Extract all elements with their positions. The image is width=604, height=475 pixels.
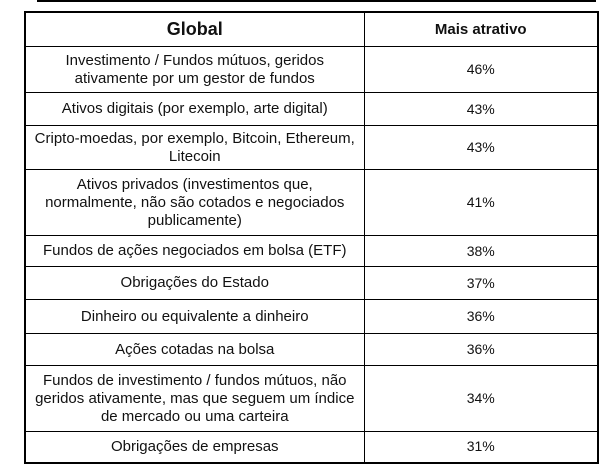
asset-class-label: Investimento / Fundos mútuos, geridos at… — [24, 46, 365, 93]
table-header-row: Global Mais atrativo — [24, 11, 599, 47]
asset-class-label: Ações cotadas na bolsa — [24, 333, 365, 366]
table-row: Obrigações de empresas 31% — [24, 431, 599, 463]
asset-class-label: Fundos de investimento / fundos mútuos, … — [24, 365, 365, 432]
asset-class-label: Fundos de ações negociados em bolsa (ETF… — [24, 235, 365, 267]
attractiveness-value: 38% — [363, 235, 599, 267]
table-row: Dinheiro ou equivalente a dinheiro 36% — [24, 299, 599, 334]
attractiveness-value: 43% — [363, 92, 599, 126]
asset-class-label: Obrigações de empresas — [24, 431, 365, 463]
asset-class-label: Cripto-moedas, por exemplo, Bitcoin, Eth… — [24, 125, 365, 170]
table-row: Ações cotadas na bolsa 36% — [24, 333, 599, 366]
asset-class-label: Ativos digitais (por exemplo, arte digit… — [24, 92, 365, 126]
asset-class-label: Ativos privados (investimentos que, norm… — [24, 169, 365, 236]
attractiveness-value: 36% — [363, 333, 599, 366]
table-row: Fundos de investimento / fundos mútuos, … — [24, 365, 599, 432]
asset-class-label: Dinheiro ou equivalente a dinheiro — [24, 299, 365, 334]
table-row: Cripto-moedas, por exemplo, Bitcoin, Eth… — [24, 125, 599, 170]
cropped-element-edge — [37, 0, 596, 2]
attractiveness-value: 46% — [363, 46, 599, 93]
table-row: Obrigações do Estado 37% — [24, 266, 599, 300]
table-row: Fundos de ações negociados em bolsa (ETF… — [24, 235, 599, 267]
attractiveness-value: 37% — [363, 266, 599, 300]
attractiveness-value: 34% — [363, 365, 599, 432]
column-header-global: Global — [24, 11, 365, 47]
attractiveness-value: 36% — [363, 299, 599, 334]
attractiveness-value: 41% — [363, 169, 599, 236]
table-row: Ativos digitais (por exemplo, arte digit… — [24, 92, 599, 126]
asset-class-label: Obrigações do Estado — [24, 266, 365, 300]
attractiveness-value: 43% — [363, 125, 599, 170]
attractiveness-value: 31% — [363, 431, 599, 463]
attractiveness-table: Global Mais atrativo Investimento / Fund… — [24, 11, 599, 464]
table-row: Ativos privados (investimentos que, norm… — [24, 169, 599, 236]
column-header-mais-atrativo: Mais atrativo — [363, 11, 599, 47]
table-row: Investimento / Fundos mútuos, geridos at… — [24, 46, 599, 93]
